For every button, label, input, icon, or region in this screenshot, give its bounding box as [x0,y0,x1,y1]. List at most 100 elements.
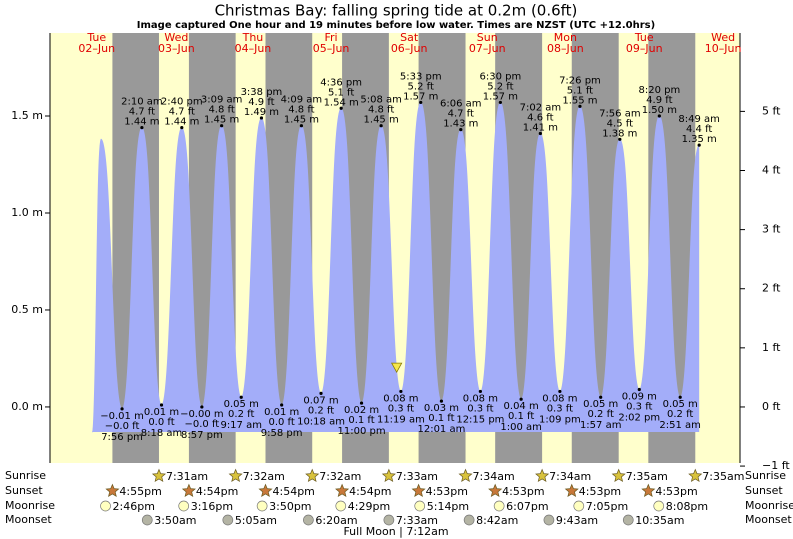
event-time: 7:34am [473,470,515,483]
tide-height-m: 1.54 m [324,97,359,108]
x-tick-weekday: Fri [324,31,337,44]
tide-height-ft: −0.0 ft [105,421,140,432]
tide-time: 5:33 pm [400,71,442,82]
x-tick-weekday: Tue [86,31,106,44]
event-time: 7:35am [626,470,668,483]
tide-height-m: 0.08 m [542,393,577,404]
row-label-right: Moonrise [745,499,793,512]
event-marker [611,468,626,482]
tide-height-ft: 4.8 ft [368,105,394,116]
event-time: 2:46pm [113,500,155,513]
tide-time: 1:09 pm [539,414,581,425]
tide-point [299,124,304,128]
y2-tick-label: 2 ft [762,282,781,295]
tide-height-ft: 0.2 ft [228,409,254,420]
event-time: 4:54pm [196,485,238,498]
event-time: 4:53pm [426,485,468,498]
tide-height-ft: 5.1 ft [328,87,354,98]
tide-height-ft: 0.3 ft [547,403,573,414]
tide-time: 12:15 pm [456,414,504,425]
tide-height-ft: 0.3 ft [626,401,652,412]
event-marker [543,514,555,526]
tide-height-m: −0.00 m [180,409,224,420]
tide-height-m: 1.44 m [124,117,159,128]
event-marker [222,514,234,526]
tide-height-ft: 4.7 ft [169,107,195,118]
event-time: 7:05pm [586,500,628,513]
tide-time: 4:09 am [281,95,323,106]
tide-height-ft: 0.2 ft [588,409,614,420]
tide-point [159,403,164,407]
tide-height-m: 0.05 m [224,399,259,410]
tide-height-ft: 0.2 ft [667,409,693,420]
tide-point [697,143,701,147]
row-label-left: Moonset [5,513,52,526]
tide-height-ft: 4.8 ft [288,105,314,116]
tide-height-m: 0.03 m [424,403,459,414]
tide-height-m: 0.09 m [622,391,657,402]
tide-time: 2:10 am [121,97,163,108]
tide-point [359,401,364,405]
x-tick-date: 04–Jun [235,42,272,55]
tide-time: 8:20 pm [638,85,680,96]
event-marker [463,514,475,526]
event-time: 5:05am [235,514,277,527]
event-time: 7:35am [702,470,744,483]
tide-time: 9:17 am [220,420,262,431]
x-tick-weekday: Wed [711,31,735,44]
tide-point [637,387,641,392]
x-tick-weekday: Mon [554,31,577,44]
tide-point [558,389,562,394]
tide-time: 6:30 pm [480,71,522,82]
tide-point [538,131,542,136]
y-tick-label: 0.0 m [11,400,43,413]
y2-tick-label: −1 ft [762,459,790,472]
tide-height-m: 1.57 m [403,91,438,102]
event-time: 5:14pm [427,500,469,513]
event-marker [493,500,505,512]
tide-height-m: 1.45 m [284,115,319,126]
event-marker [688,468,703,482]
tide-point [439,399,444,403]
tide-height-m: 1.43 m [443,119,478,130]
y-tick-label: 1.0 m [11,206,43,219]
tide-point [657,114,661,118]
row-label-right: Sunrise [745,469,786,482]
event-time: 7:31am [166,470,208,483]
tide-time: 7:56 pm [101,432,143,443]
y-tick-label: 1.5 m [11,109,43,122]
tide-time: 7:26 pm [559,75,601,86]
event-time: 7:32am [243,470,285,483]
tide-point [459,127,463,132]
x-tick-weekday: Thu [242,31,264,44]
event-marker [178,500,190,512]
tide-time: 10:18 am [297,416,345,427]
tide-point [120,407,124,411]
event-marker [141,514,153,526]
tide-height-m: 1.44 m [164,117,199,128]
event-time: 7:33am [396,514,438,527]
tide-curve [91,101,700,433]
event-marker [383,514,395,526]
event-time: 6:20am [315,514,357,527]
tide-height-ft: 0.3 ft [467,403,493,414]
tide-point [519,397,523,401]
tide-time: 4:36 pm [320,77,362,88]
event-time: 4:55pm [119,485,161,498]
y2-tick-label: 5 ft [762,104,781,117]
tide-height-m: −0.01 m [100,411,144,422]
event-marker [564,483,579,497]
tide-height-ft: 5.2 ft [487,81,513,92]
tide-height-ft: 0.1 ft [348,415,374,426]
row-label-left: Sunset [5,484,43,497]
tide-height-ft: 0.1 ft [428,413,454,424]
tide-point [599,395,603,399]
x-tick-date: 06–Jun [391,42,428,55]
x-tick-date: 02–Jun [78,42,115,55]
event-marker [381,468,396,482]
